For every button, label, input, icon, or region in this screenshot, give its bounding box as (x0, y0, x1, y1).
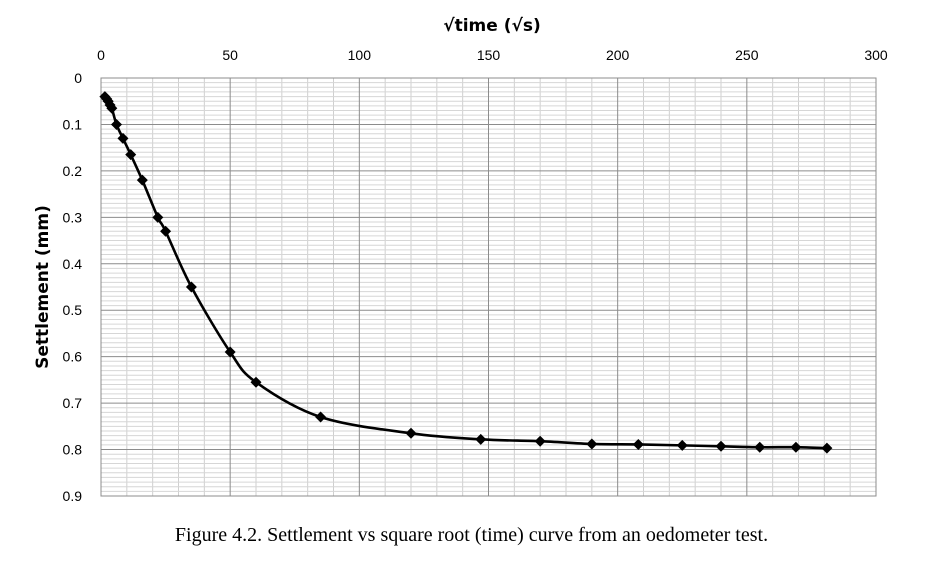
data-point (632, 438, 644, 450)
data-point (405, 427, 417, 439)
data-point (185, 281, 197, 293)
y-tick-label: 0.5 (63, 302, 83, 318)
data-markers (99, 91, 833, 454)
data-point (475, 433, 487, 445)
x-tick-label: 250 (735, 47, 759, 63)
x-tick-label: 150 (477, 47, 501, 63)
y-tick-label: 0.2 (63, 163, 83, 179)
data-point (676, 439, 688, 451)
data-point (160, 225, 172, 237)
data-point (754, 441, 766, 453)
data-point (586, 438, 598, 450)
plot-area-border (100, 77, 877, 497)
data-point (111, 118, 122, 130)
y-tick-label: 0.9 (63, 488, 83, 504)
data-point (715, 440, 727, 452)
x-tick-label: 200 (606, 47, 630, 63)
data-point (790, 441, 802, 453)
data-point (821, 442, 833, 454)
settlement-chart: 0 50 100 150 200 250 300 0 0.1 0.2 0.3 0.4 0.5 0.6 0.… (33, 16, 888, 504)
y-tick-label: 0.8 (63, 442, 83, 458)
y-tick-label: 0.6 (63, 349, 83, 365)
y-tick-label: 0.3 (63, 209, 83, 225)
y-tick-label: 0.4 (63, 256, 83, 272)
data-point (106, 102, 118, 114)
x-tick-label: 300 (864, 47, 888, 63)
x-axis-ticks: 0 50 100 150 200 250 300 (97, 47, 888, 63)
x-tick-label: 100 (348, 47, 372, 63)
y-axis-title: Settlement (mm) (33, 205, 53, 369)
y-tick-label: 0.7 (63, 395, 83, 411)
y-tick-label: 0 (74, 70, 82, 86)
data-point (125, 149, 137, 161)
figure-caption: Figure 4.2. Settlement vs square root (t… (174, 524, 769, 546)
data-point (117, 132, 129, 144)
x-tick-label: 0 (97, 47, 105, 63)
data-point (152, 211, 164, 223)
data-point (136, 174, 148, 186)
data-point (224, 346, 236, 358)
data-point (250, 376, 262, 388)
settlement-curve (103, 95, 827, 450)
y-axis-ticks: 0 0.1 0.2 0.3 0.4 0.5 0.6 0.7 0.8 0.9 (63, 70, 83, 504)
data-point (315, 411, 327, 423)
y-tick-label: 0.1 (63, 116, 83, 132)
data-point (534, 435, 546, 447)
x-axis-title: √time (√s) (443, 16, 540, 36)
x-tick-label: 50 (222, 47, 238, 63)
